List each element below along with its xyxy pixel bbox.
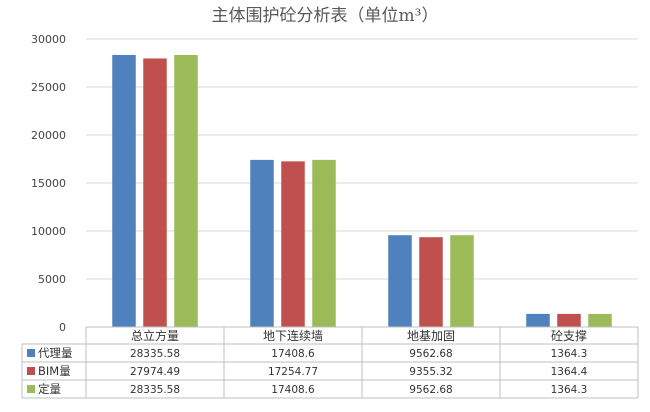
y-tick-label: 15000: [31, 177, 66, 190]
bar: [250, 159, 274, 327]
bar: [388, 235, 412, 327]
bar: [557, 313, 581, 327]
gridlines: [86, 38, 638, 328]
bar: [450, 235, 474, 327]
category-label: 地下连续墙: [263, 328, 323, 343]
y-tick-label: 20000: [31, 129, 66, 142]
y-tick-label: 25000: [31, 81, 66, 94]
legend-label: 代理量: [38, 346, 73, 360]
category-label: 地基加固: [407, 329, 455, 343]
bar: [588, 313, 612, 327]
bar: [419, 237, 443, 327]
legend-label: 定量: [38, 382, 61, 396]
y-tick-label: 10000: [31, 225, 66, 238]
table-cell-value: 1364.3: [551, 384, 588, 396]
bar: [312, 159, 336, 327]
legend-label: BIM量: [38, 364, 71, 378]
legend-swatch: [27, 385, 35, 393]
bar: [174, 54, 198, 328]
table-cell-value: 9355.32: [409, 366, 452, 378]
y-tick-label: 30000: [31, 33, 66, 46]
legend-swatch: [27, 367, 35, 375]
bars: [112, 54, 612, 328]
table-cell-value: 17408.6: [271, 348, 315, 360]
chart-title: 主体围护砼分析表（单位m³）: [212, 6, 439, 26]
category-label: 砼支撑: [551, 328, 587, 343]
table-cell-value: 27974.49: [130, 366, 180, 378]
table-cell-value: 9562.68: [409, 384, 452, 396]
table-cell-value: 1364.4: [551, 366, 588, 378]
bar: [281, 161, 305, 327]
table-cell-value: 9562.68: [409, 348, 452, 360]
y-tick-label: 0: [59, 321, 66, 334]
table-cell-value: 17408.6: [271, 384, 315, 396]
y-axis-ticks: 0 5000 10000 15000 20000 25000 30000: [31, 33, 66, 334]
bar: [143, 58, 167, 328]
table-cell-value: 17254.77: [268, 366, 318, 378]
legend-swatch: [27, 349, 35, 357]
table-cell-value: 1364.3: [551, 348, 588, 360]
table-cell-value: 28335.58: [130, 348, 180, 360]
bar: [526, 313, 550, 327]
table-cell-value: 28335.58: [130, 384, 180, 396]
y-tick-label: 5000: [38, 273, 66, 286]
bar: [112, 54, 136, 328]
category-label: 总立方量: [131, 328, 179, 343]
